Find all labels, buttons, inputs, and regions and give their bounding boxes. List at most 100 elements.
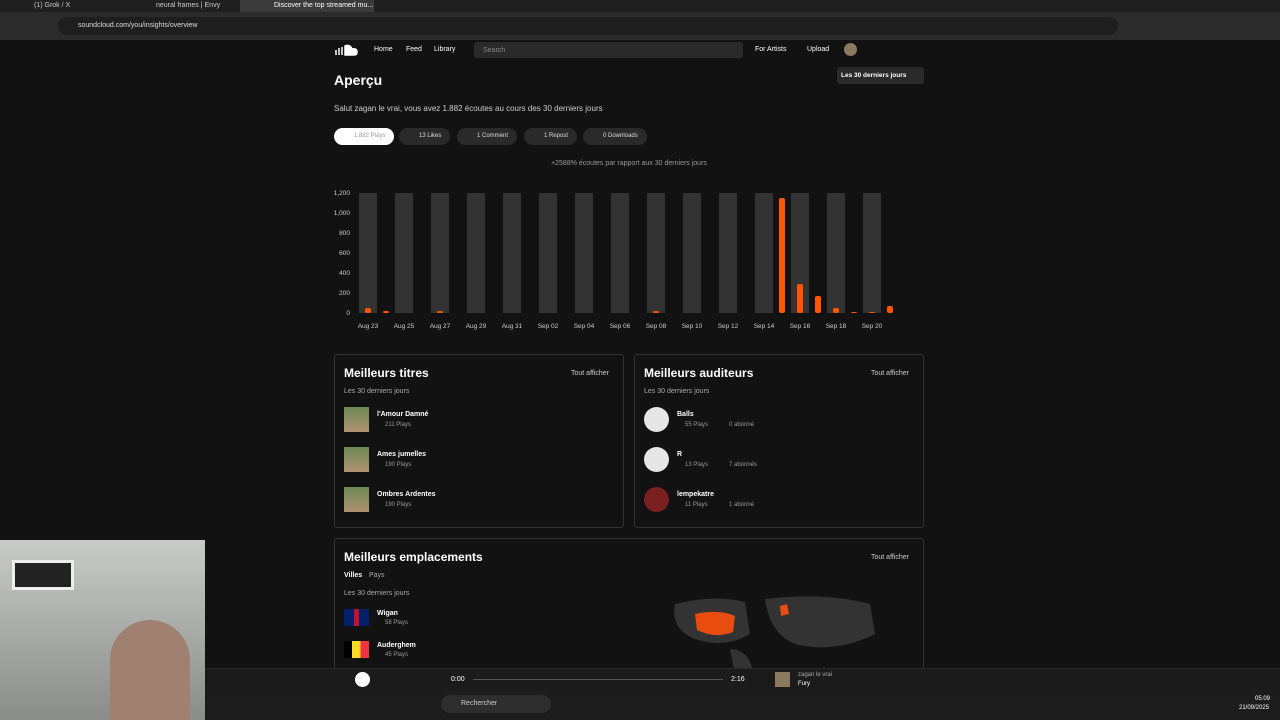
avatar[interactable] [844,43,857,56]
y-tick-label: 1,000 [334,210,351,217]
clock: 05:09 [1255,696,1271,702]
day-column [863,193,881,313]
player-track[interactable]: Fury [798,681,810,687]
track-name: l'Amour Damné [377,411,429,418]
search-box[interactable]: Search [474,42,743,58]
nav-link[interactable]: Home [374,46,393,53]
nav-link[interactable]: For Artists [755,46,787,53]
card-title: Meilleurs emplacements [344,550,483,564]
address-bar-row: soundcloud.com/you/insights/overview [0,12,1280,40]
track-plays: 190 Plays [385,502,412,508]
taskbar-search[interactable]: Rechercher [441,695,551,713]
bar [887,306,893,313]
tab-countries[interactable]: Pays [369,572,385,579]
play-button[interactable] [355,672,370,687]
bar [851,312,857,313]
date: 21/09/2025 [1239,705,1270,711]
day-column [611,193,629,313]
see-all[interactable]: Tout afficher [871,554,910,561]
x-tick-label: Sep 02 [538,323,559,330]
city-name: Auderghem [377,642,416,649]
top-nav: Home Feed Library Search For Artists Upl… [0,40,1270,60]
x-tick-label: Sep 16 [790,323,811,330]
top-listeners-card: Meilleurs auditeurs Tout afficher Les 30… [634,354,924,528]
city-plays: 58 Plays [385,620,409,626]
card-title: Meilleurs auditeurs [644,366,754,380]
chart-subtitle: +2588% écoutes par rapport aux 30 dernie… [551,160,707,167]
nav-link[interactable]: Feed [406,46,422,53]
tab-strip: (1) Grok / X neural frames | Envy Discov… [0,0,1280,12]
x-tick-label: Sep 18 [826,323,847,330]
day-column [395,193,413,313]
range-select[interactable]: Les 30 derniers jours [837,67,924,84]
tab[interactable]: neural frames | Envy [156,2,221,9]
nav-link[interactable]: Library [434,46,456,53]
address-bar[interactable]: soundcloud.com/you/insights/overview [58,17,1118,35]
y-tick-label: 0 [346,310,350,317]
card-period: Les 30 derniers jours [344,590,410,597]
taskbar: Rechercher 05:09 21/09/2025 [205,690,1280,720]
x-tick-label: Sep 04 [574,323,595,330]
day-column [827,193,845,313]
y-tick-label: 600 [339,250,350,257]
search-label: Rechercher [461,700,498,707]
stat-pill[interactable]: 13 Likes [399,128,451,145]
tab-cities[interactable]: Villes [344,572,363,579]
listener-name: R [677,451,683,458]
listener-name: Balls [677,411,694,418]
tab[interactable]: (1) Grok / X [34,2,71,9]
x-tick-label: Sep 06 [610,323,631,330]
nav-link[interactable]: Upload [807,46,830,53]
listener-avatar [644,447,669,472]
track-art [344,447,369,472]
see-all[interactable]: Tout afficher [871,370,910,377]
listener-avatar [644,407,669,432]
player-artist[interactable]: zagan le vrai [798,672,833,678]
tab-active[interactable]: Discover the top streamed mu... [240,0,374,12]
card-period: Les 30 derniers jours [644,388,710,395]
bar [833,308,839,313]
bar [797,284,803,313]
stat-pill[interactable]: 1.882 Plays [334,128,395,145]
logo[interactable] [334,44,358,56]
stat-pill[interactable]: 0 Downloads [583,128,647,145]
x-tick-label: Sep 12 [718,323,739,330]
listener-plays: 11 Plays [685,502,708,508]
y-tick-label: 800 [339,230,350,237]
duration: 2:16 [731,676,745,683]
day-column [539,193,557,313]
track-art [344,487,369,512]
listener-name: lempekatre [677,491,714,498]
plays-chart: 0 200 400 600 800 1,000 1,200 Aug 23 Aug 25 Aug 2… [334,190,893,330]
progress-track[interactable] [473,679,723,680]
see-all[interactable]: Tout afficher [571,370,610,377]
day-column [719,193,737,313]
day-column [683,193,701,313]
day-column [359,193,377,313]
day-column [503,193,521,313]
page-title: Aperçu [334,72,383,88]
y-tick-label: 1,200 [334,190,351,197]
stat-pill[interactable]: 1 Repost [524,128,578,145]
x-tick-label: Sep 14 [754,323,775,330]
day-column [791,193,809,313]
range-label: Les 30 derniers jours [841,72,907,79]
bar [869,312,875,313]
bar [365,308,371,313]
listener-plays: 13 Plays [685,462,709,468]
listener-followers: 0 abonné [729,422,755,428]
x-tick-label: Aug 23 [358,323,379,330]
city-plays: 45 Plays [385,652,409,658]
greeting: Salut zagan le vrai, vous avez 1.882 éco… [334,104,603,113]
bar [815,296,821,313]
url: soundcloud.com/you/insights/overview [78,22,198,29]
x-tick-label: Aug 27 [430,323,451,330]
locations-card: Meilleurs emplacements Tout afficher Vil… [334,538,924,678]
track-plays: 211 Plays [385,422,411,428]
x-tick-label: Sep 10 [682,323,703,330]
day-column [647,193,665,313]
stat-pill[interactable]: 1 Comment [457,128,518,145]
listener-plays: 55 Plays [685,422,709,428]
y-tick-label: 200 [339,290,350,297]
